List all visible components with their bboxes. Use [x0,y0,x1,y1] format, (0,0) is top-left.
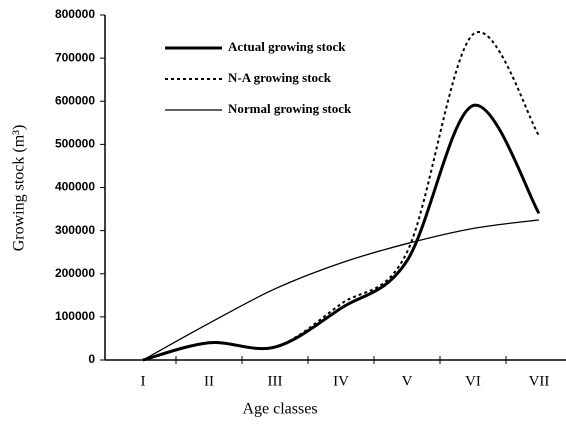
x-tick-label: V [402,373,413,389]
x-tick-label: IV [333,373,349,389]
y-tick-label: 400000 [55,180,95,194]
y-tick-label: 200000 [55,266,95,280]
x-tick-label: VII [529,373,550,389]
y-tick-label: 700000 [55,50,95,64]
legend-label: Normal growing stock [228,101,352,116]
y-tick-label: 0 [88,352,95,366]
y-tick-label: 300000 [55,223,95,237]
legend-label: Actual growing stock [228,39,346,54]
y-tick-label: 800000 [55,7,95,21]
y-tick-label: 500000 [55,137,95,151]
series-line [142,31,540,361]
x-tick-label: III [268,373,283,389]
series-line [142,219,540,361]
series-line [142,104,541,362]
x-tick-label: VI [465,373,481,389]
y-tick-label: 600000 [55,93,95,107]
x-tick-label: II [204,373,214,389]
x-axis-label: Age classes [242,401,317,418]
x-tick-label: I [141,373,146,389]
y-tick-label: 100000 [55,309,95,323]
legend-label: N-A growing stock [228,70,332,85]
y-axis-label: Growing stock (m³) [11,125,28,252]
